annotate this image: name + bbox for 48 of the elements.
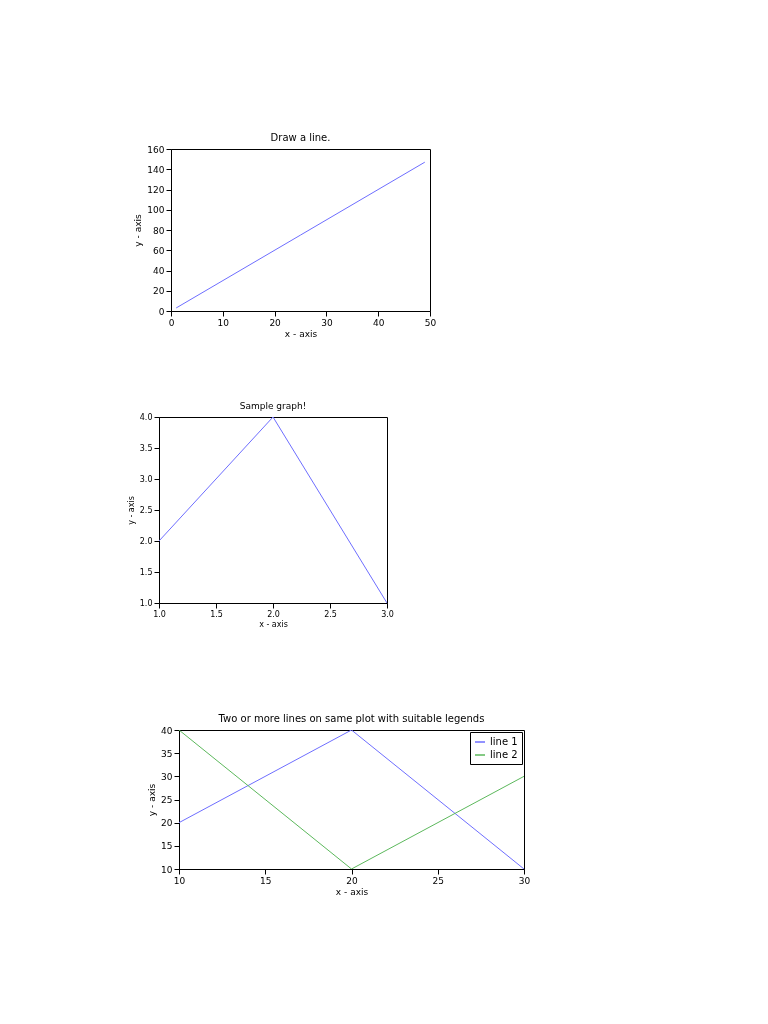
y-tick-label: 15 xyxy=(161,841,173,852)
legend-label: line 1 xyxy=(490,736,518,747)
x-tick-label: 25 xyxy=(432,875,444,886)
y-tick-label: 40 xyxy=(161,725,173,736)
x-axis-title: x - axis xyxy=(335,886,369,897)
y-tick-label: 1.5 xyxy=(139,567,153,577)
y-tick-label: 25 xyxy=(161,795,173,805)
y-axis-title: y - axis xyxy=(133,214,144,247)
y-tick-label: 2.0 xyxy=(139,536,153,546)
y-tick-label: 3.0 xyxy=(139,474,153,484)
y-tick-label: 80 xyxy=(153,225,165,236)
chart-title: Sample graph! xyxy=(239,401,307,411)
x-axis-title: x - axis xyxy=(284,328,318,339)
x-tick-label: 2.0 xyxy=(267,609,280,619)
y-tick-label: 40 xyxy=(153,266,165,276)
x-tick-label: 40 xyxy=(372,317,385,328)
y-tick-label: 120 xyxy=(147,185,165,195)
chart-title: Draw a line. xyxy=(270,132,331,143)
y-tick-label: 0 xyxy=(158,306,165,317)
y-tick-label: 60 xyxy=(153,245,165,256)
y-tick-label: 3.5 xyxy=(139,443,153,453)
y-axis-title: y - axis xyxy=(126,496,136,525)
x-tick-label: 50 xyxy=(424,317,437,328)
x-tick-label: 20 xyxy=(269,317,282,328)
y-tick-label: 4.0 xyxy=(139,412,153,422)
x-axis-title: x - axis xyxy=(259,619,288,629)
y-tick-label: 100 xyxy=(147,205,165,216)
x-tick-label: 10 xyxy=(217,317,230,328)
y-tick-label: 160 xyxy=(147,144,165,155)
x-tick-label: 1.5 xyxy=(210,609,223,619)
x-tick-label: 30 xyxy=(518,875,531,886)
legend-label: line 2 xyxy=(490,749,518,760)
x-tick-label: 3.0 xyxy=(381,609,394,619)
y-tick-label: 30 xyxy=(161,771,173,782)
chart-title: Two or more lines on same plot with suitable legends xyxy=(217,713,485,724)
y-tick-label: 10 xyxy=(161,864,173,875)
y-tick-label: 140 xyxy=(147,164,165,175)
x-tick-label: 15 xyxy=(260,875,272,886)
x-tick-label: 2.5 xyxy=(324,609,337,619)
y-tick-label: 1.0 xyxy=(139,598,153,608)
y-axis-title: y - axis xyxy=(147,783,158,817)
x-tick-label: 10 xyxy=(173,875,186,886)
y-tick-label: 20 xyxy=(153,286,165,297)
y-tick-label: 20 xyxy=(161,818,173,829)
y-tick-label: 2.5 xyxy=(139,505,153,515)
y-tick-label: 35 xyxy=(161,748,173,759)
x-tick-label: 20 xyxy=(346,875,358,886)
x-tick-label: 30 xyxy=(321,317,333,328)
